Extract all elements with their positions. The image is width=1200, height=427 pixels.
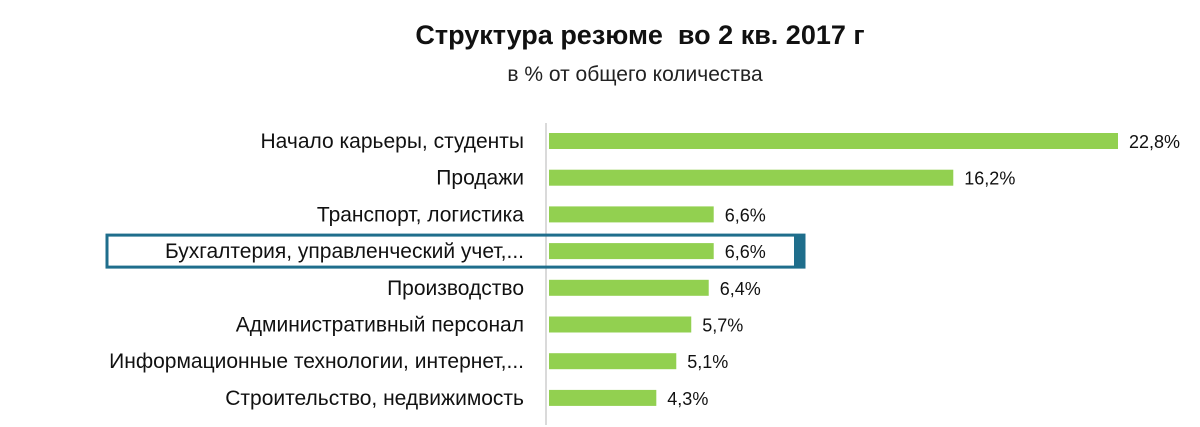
- category-label: Информационные технологии, интернет,...: [109, 350, 524, 373]
- bar: [549, 353, 677, 370]
- bar: [549, 133, 1118, 149]
- bar: [549, 206, 714, 223]
- bar: [549, 316, 692, 333]
- category-label: Транспорт, логистика: [317, 203, 524, 226]
- category-label: Начало карьеры, студенты: [261, 130, 524, 153]
- category-label: Производство: [387, 277, 524, 300]
- value-label: 4,3%: [667, 389, 708, 409]
- value-label: 6,6%: [725, 205, 766, 225]
- chart-title: Структура резюме во 2 кв. 2017 г: [415, 20, 865, 50]
- value-label: 16,2%: [964, 169, 1015, 189]
- bar: [549, 389, 657, 406]
- value-label: 5,1%: [687, 352, 728, 372]
- highlight-frame-tab: [794, 235, 805, 268]
- value-label: 6,4%: [720, 279, 761, 299]
- chart-subtitle: в % от общего количества: [507, 63, 763, 86]
- bar: [549, 279, 709, 296]
- category-label: Бухгалтерия, управленческий учет,...: [165, 240, 524, 263]
- category-label: Продажи: [436, 167, 524, 190]
- bar: [549, 243, 714, 260]
- value-label: 22,8%: [1129, 132, 1180, 152]
- bar: [549, 169, 954, 186]
- category-label: Строительство, недвижимость: [225, 387, 524, 410]
- value-label: 5,7%: [702, 316, 743, 336]
- category-label: Административный персонал: [236, 314, 524, 337]
- value-label: 6,6%: [725, 242, 766, 262]
